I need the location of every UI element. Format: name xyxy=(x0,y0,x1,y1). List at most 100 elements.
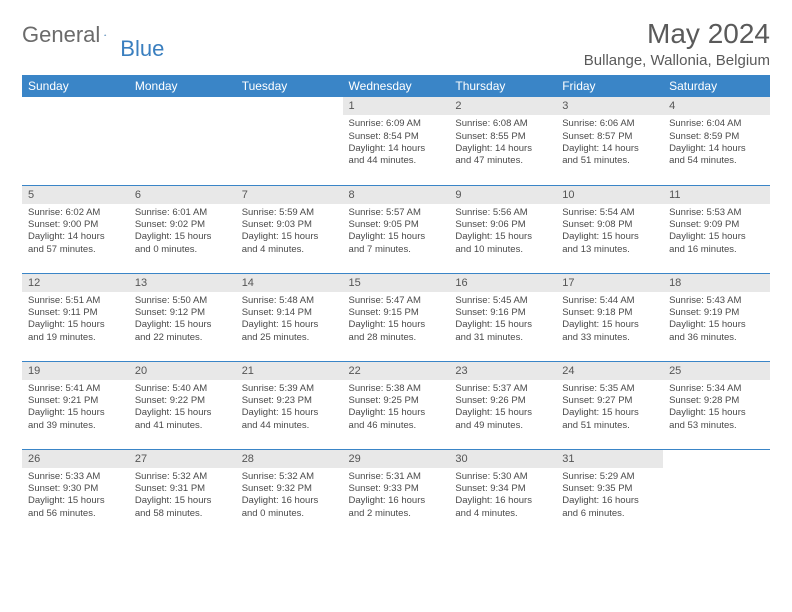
day-number: 23 xyxy=(449,362,556,380)
calendar-body: 1 Sunrise: 6:09 AMSunset: 8:54 PMDaylight… xyxy=(22,97,770,537)
day-content: Sunrise: 5:32 AMSunset: 9:31 PMDaylight:… xyxy=(129,470,236,524)
calendar-day-cell: 6 Sunrise: 6:01 AMSunset: 9:02 PMDaylight… xyxy=(129,185,236,273)
day-number: 5 xyxy=(22,186,129,204)
day-number: 15 xyxy=(343,274,450,292)
calendar-day-cell: 15Sunrise: 5:47 AMSunset: 9:15 PMDayligh… xyxy=(343,273,450,361)
calendar-day-cell: 30 Sunrise: 5:30 AMSunset: 9:34 PMDayligh… xyxy=(449,449,556,537)
calendar-day-cell: 23 Sunrise: 5:37 AMSunset: 9:26 PMDayligh… xyxy=(449,361,556,449)
calendar-day-cell: 2 Sunrise: 6:08 AMSunset: 8:55 PMDaylight… xyxy=(449,97,556,185)
day-number: 20 xyxy=(129,362,236,380)
day-number: 2 xyxy=(449,97,556,115)
calendar-day-cell: 7Sunrise: 5:59 AMSunset: 9:03 PMDaylight… xyxy=(236,185,343,273)
day-number: 17 xyxy=(556,274,663,292)
day-content: Sunrise: 5:30 AMSunset: 9:34 PMDaylight:… xyxy=(449,470,556,524)
day-number: 1 xyxy=(343,97,450,115)
day-content: Sunrise: 5:41 AMSunset: 9:21 PMDaylight:… xyxy=(22,382,129,436)
calendar-empty-cell xyxy=(663,449,770,537)
calendar-day-cell: 24Sunrise: 5:35 AMSunset: 9:27 PMDayligh… xyxy=(556,361,663,449)
day-content: Sunrise: 5:43 AMSunset: 9:19 PMDaylight:… xyxy=(663,294,770,348)
calendar-day-cell: 22 Sunrise: 5:38 AMSunset: 9:25 PMDayligh… xyxy=(343,361,450,449)
month-title: May 2024 xyxy=(584,18,770,50)
calendar-day-cell: 5Sunrise: 6:02 AMSunset: 9:00 PMDaylight… xyxy=(22,185,129,273)
day-content: Sunrise: 6:09 AMSunset: 8:54 PMDaylight:… xyxy=(343,117,450,171)
day-number: 25 xyxy=(663,362,770,380)
logo-text-gray: General xyxy=(22,22,100,48)
day-content: Sunrise: 5:31 AMSunset: 9:33 PMDaylight:… xyxy=(343,470,450,524)
calendar-day-cell: 19 Sunrise: 5:41 AMSunset: 9:21 PMDayligh… xyxy=(22,361,129,449)
calendar-week-row: 12 Sunrise: 5:51 AMSunset: 9:11 PMDayligh… xyxy=(22,273,770,361)
day-number: 4 xyxy=(663,97,770,115)
day-content: Sunrise: 5:33 AMSunset: 9:30 PMDaylight:… xyxy=(22,470,129,524)
weekday-header: Sunday xyxy=(22,75,129,97)
calendar-header-row: SundayMondayTuesdayWednesdayThursdayFrid… xyxy=(22,75,770,97)
day-content: Sunrise: 5:51 AMSunset: 9:11 PMDaylight:… xyxy=(22,294,129,348)
day-content: Sunrise: 5:29 AMSunset: 9:35 PMDaylight:… xyxy=(556,470,663,524)
logo-text-blue: Blue xyxy=(120,36,164,62)
day-content: Sunrise: 6:08 AMSunset: 8:55 PMDaylight:… xyxy=(449,117,556,171)
weekday-header: Monday xyxy=(129,75,236,97)
day-number: 10 xyxy=(556,186,663,204)
calendar-empty-cell xyxy=(22,97,129,185)
day-content: Sunrise: 5:32 AMSunset: 9:32 PMDaylight:… xyxy=(236,470,343,524)
day-number: 28 xyxy=(236,450,343,468)
day-number: 21 xyxy=(236,362,343,380)
day-content: Sunrise: 5:56 AMSunset: 9:06 PMDaylight:… xyxy=(449,206,556,260)
day-content: Sunrise: 5:59 AMSunset: 9:03 PMDaylight:… xyxy=(236,206,343,260)
day-content: Sunrise: 5:39 AMSunset: 9:23 PMDaylight:… xyxy=(236,382,343,436)
calendar-day-cell: 9Sunrise: 5:56 AMSunset: 9:06 PMDaylight… xyxy=(449,185,556,273)
calendar-empty-cell xyxy=(129,97,236,185)
calendar-day-cell: 1 Sunrise: 6:09 AMSunset: 8:54 PMDaylight… xyxy=(343,97,450,185)
day-content: Sunrise: 5:57 AMSunset: 9:05 PMDaylight:… xyxy=(343,206,450,260)
location-text: Bullange, Wallonia, Belgium xyxy=(584,52,770,69)
day-content: Sunrise: 5:44 AMSunset: 9:18 PMDaylight:… xyxy=(556,294,663,348)
calendar-week-row: 5Sunrise: 6:02 AMSunset: 9:00 PMDaylight… xyxy=(22,185,770,273)
day-content: Sunrise: 5:53 AMSunset: 9:09 PMDaylight:… xyxy=(663,206,770,260)
logo: General Blue xyxy=(22,18,172,48)
day-content: Sunrise: 5:38 AMSunset: 9:25 PMDaylight:… xyxy=(343,382,450,436)
calendar-empty-cell xyxy=(236,97,343,185)
calendar-day-cell: 28 Sunrise: 5:32 AMSunset: 9:32 PMDayligh… xyxy=(236,449,343,537)
calendar-day-cell: 4 Sunrise: 6:04 AMSunset: 8:59 PMDaylight… xyxy=(663,97,770,185)
calendar-table: SundayMondayTuesdayWednesdayThursdayFrid… xyxy=(22,75,770,537)
day-number: 16 xyxy=(449,274,556,292)
calendar-day-cell: 20Sunrise: 5:40 AMSunset: 9:22 PMDayligh… xyxy=(129,361,236,449)
weekday-header: Friday xyxy=(556,75,663,97)
day-number: 24 xyxy=(556,362,663,380)
day-number: 14 xyxy=(236,274,343,292)
weekday-header: Wednesday xyxy=(343,75,450,97)
day-content: Sunrise: 5:54 AMSunset: 9:08 PMDaylight:… xyxy=(556,206,663,260)
day-number: 6 xyxy=(129,186,236,204)
day-number: 31 xyxy=(556,450,663,468)
day-content: Sunrise: 6:04 AMSunset: 8:59 PMDaylight:… xyxy=(663,117,770,171)
calendar-day-cell: 31 Sunrise: 5:29 AMSunset: 9:35 PMDayligh… xyxy=(556,449,663,537)
day-number: 29 xyxy=(343,450,450,468)
day-number: 22 xyxy=(343,362,450,380)
day-number: 27 xyxy=(129,450,236,468)
day-content: Sunrise: 5:37 AMSunset: 9:26 PMDaylight:… xyxy=(449,382,556,436)
day-number: 26 xyxy=(22,450,129,468)
day-number: 8 xyxy=(343,186,450,204)
day-content: Sunrise: 6:01 AMSunset: 9:02 PMDaylight:… xyxy=(129,206,236,260)
day-number: 18 xyxy=(663,274,770,292)
calendar-week-row: 19 Sunrise: 5:41 AMSunset: 9:21 PMDayligh… xyxy=(22,361,770,449)
day-number: 3 xyxy=(556,97,663,115)
day-number: 19 xyxy=(22,362,129,380)
calendar-day-cell: 8 Sunrise: 5:57 AMSunset: 9:05 PMDaylight… xyxy=(343,185,450,273)
day-number: 12 xyxy=(22,274,129,292)
weekday-header: Saturday xyxy=(663,75,770,97)
calendar-week-row: 26 Sunrise: 5:33 AMSunset: 9:30 PMDayligh… xyxy=(22,449,770,537)
day-number: 11 xyxy=(663,186,770,204)
day-number: 13 xyxy=(129,274,236,292)
logo-sail-icon xyxy=(104,27,106,43)
calendar-day-cell: 16 Sunrise: 5:45 AMSunset: 9:16 PMDayligh… xyxy=(449,273,556,361)
day-content: Sunrise: 5:34 AMSunset: 9:28 PMDaylight:… xyxy=(663,382,770,436)
calendar-day-cell: 25 Sunrise: 5:34 AMSunset: 9:28 PMDayligh… xyxy=(663,361,770,449)
calendar-day-cell: 11 Sunrise: 5:53 AMSunset: 9:09 PMDayligh… xyxy=(663,185,770,273)
title-block: May 2024 Bullange, Wallonia, Belgium xyxy=(584,18,770,69)
day-content: Sunrise: 5:48 AMSunset: 9:14 PMDaylight:… xyxy=(236,294,343,348)
weekday-header: Tuesday xyxy=(236,75,343,97)
calendar-day-cell: 17 Sunrise: 5:44 AMSunset: 9:18 PMDayligh… xyxy=(556,273,663,361)
calendar-day-cell: 3Sunrise: 6:06 AMSunset: 8:57 PMDaylight… xyxy=(556,97,663,185)
day-number: 30 xyxy=(449,450,556,468)
day-content: Sunrise: 5:45 AMSunset: 9:16 PMDaylight:… xyxy=(449,294,556,348)
